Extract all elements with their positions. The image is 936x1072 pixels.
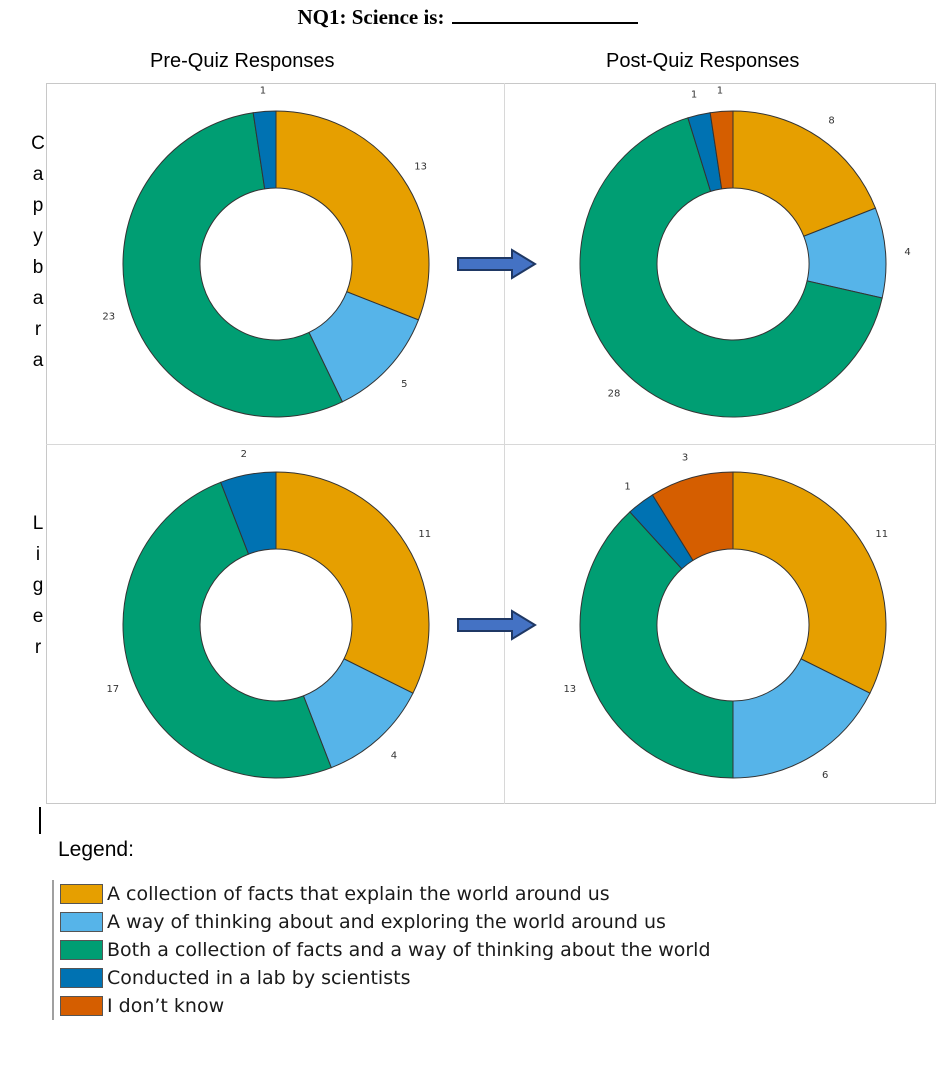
slice-value-label: 8	[828, 115, 834, 126]
slice-value-label: 1	[691, 89, 697, 100]
slice-value-label: 11	[418, 529, 431, 540]
row-label-letter: a	[32, 288, 44, 309]
donut-slice	[122, 112, 344, 418]
slice-value-label: 4	[391, 750, 397, 761]
donut-slice	[732, 110, 877, 237]
row-label-letter: a	[32, 350, 44, 371]
row-label-letter: a	[32, 164, 44, 185]
slice-value-label: 4	[904, 247, 910, 258]
chart-title: NQ1: Science is:	[0, 4, 936, 30]
column-header-post: Post-Quiz Responses	[606, 50, 800, 72]
donut-slice	[732, 471, 887, 694]
row-label-letter: g	[32, 575, 44, 596]
legend-label: A collection of facts that explain the w…	[107, 883, 610, 905]
slice-value-label: 1	[260, 85, 266, 96]
donut-slice	[252, 110, 277, 190]
donut-slice	[579, 117, 883, 418]
row-label-letter: C	[31, 133, 45, 154]
donut-slice	[709, 110, 734, 190]
legend-label: A way of thinking about and exploring th…	[107, 911, 666, 933]
row-label-letter: p	[32, 195, 44, 216]
legend-label: Conducted in a lab by scientists	[107, 967, 411, 989]
slice-value-label: 28	[608, 388, 621, 399]
row-label-letter: i	[35, 544, 41, 565]
legend-swatch	[60, 912, 103, 932]
legend-item: A collection of facts that explain the w…	[60, 880, 711, 908]
slice-value-label: 11	[875, 529, 888, 540]
slice-value-label: 13	[563, 684, 576, 695]
legend-label: I don’t know	[107, 995, 225, 1017]
legend-item: Conducted in a lab by scientists	[60, 964, 711, 992]
slice-value-label: 17	[106, 684, 119, 695]
row-label-letter: b	[32, 257, 44, 278]
slice-value-label: 1	[624, 481, 630, 492]
slice-value-label: 6	[822, 770, 828, 781]
legend-swatch	[60, 940, 103, 960]
donut-slice	[220, 471, 277, 555]
donut-slice	[732, 658, 871, 779]
slice-value-label: 1	[717, 85, 723, 96]
legend-swatch	[60, 968, 103, 988]
donut-slice	[275, 110, 430, 321]
legend-item: A way of thinking about and exploring th…	[60, 908, 711, 936]
row-label-letter: L	[32, 513, 44, 534]
slice-value-label: 5	[401, 379, 407, 390]
slice-value-label: 3	[682, 453, 688, 464]
legend-title: Legend:	[58, 838, 134, 861]
row-label-letter: r	[34, 637, 42, 658]
title-text: NQ1: Science is:	[297, 5, 445, 29]
slice-value-label: 23	[102, 312, 115, 323]
legend-item: I don’t know	[60, 992, 711, 1020]
right-arrow-icon	[457, 609, 537, 641]
row-label-letter: r	[34, 319, 42, 340]
donut-slice	[122, 481, 332, 779]
legend-swatch	[60, 884, 103, 904]
legend: A collection of facts that explain the w…	[52, 880, 711, 1020]
donut-slice	[651, 471, 734, 562]
text-cursor	[39, 807, 41, 834]
column-header-pre: Pre-Quiz Responses	[150, 50, 335, 72]
row-label-letter: e	[32, 606, 44, 627]
title-blank-line	[452, 4, 639, 24]
legend-item: Both a collection of facts and a way of …	[60, 936, 711, 964]
legend-label: Both a collection of facts and a way of …	[107, 939, 711, 961]
right-arrow-icon	[457, 248, 537, 280]
slice-value-label: 13	[414, 161, 427, 172]
grid-divider-vertical	[504, 83, 505, 804]
donut-slice	[579, 511, 734, 779]
grid-divider-horizontal	[46, 444, 936, 445]
slice-value-label: 2	[241, 449, 247, 460]
row-label-letter: y	[33, 226, 43, 247]
donut-slice	[275, 471, 430, 694]
legend-swatch	[60, 996, 103, 1016]
